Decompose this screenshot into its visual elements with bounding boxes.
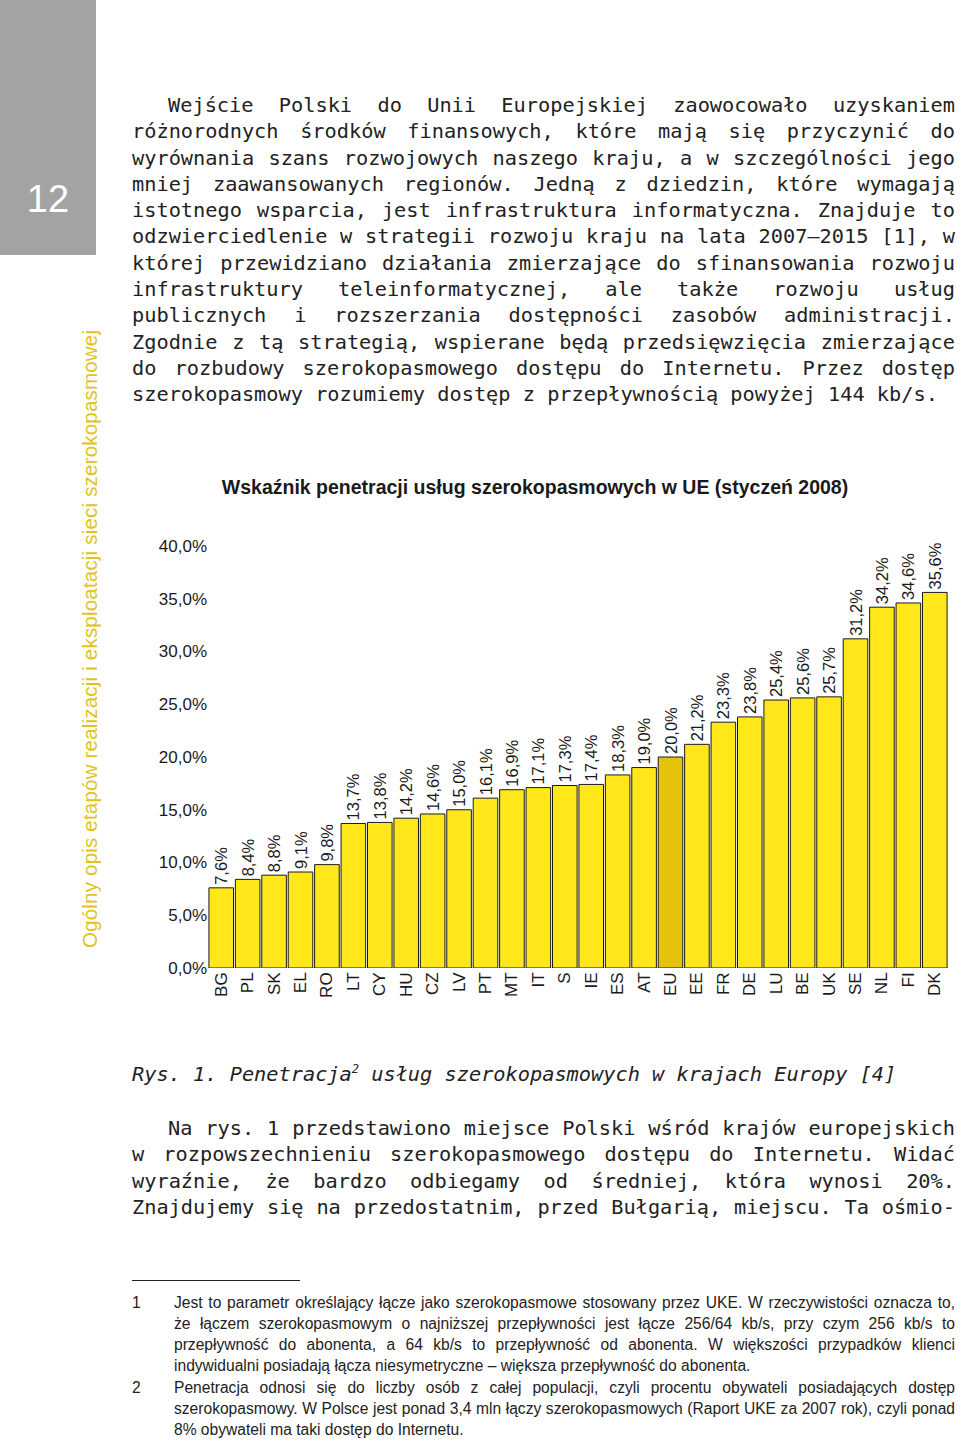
svg-text:LV: LV bbox=[450, 972, 469, 992]
html-text:Rys. 1. Penetracja2usług szero: Rys. 1. Penetracja2usług szerokopasmowyc… bbox=[132, 1062, 897, 1086]
svg-text:IT: IT bbox=[529, 972, 548, 987]
svg-text:CZ: CZ bbox=[423, 972, 442, 995]
svg-text:19,0%: 19,0% bbox=[635, 717, 653, 764]
svg-text:20,0%: 20,0% bbox=[662, 707, 680, 754]
svg-text:35,0%: 35,0% bbox=[159, 590, 207, 609]
svg-text:25,6%: 25,6% bbox=[794, 648, 812, 695]
svg-text:Wskaźnik penetracji usług szer: Wskaźnik penetracji usług szerokopasmowy… bbox=[222, 476, 848, 498]
svg-text:17,3%: 17,3% bbox=[556, 735, 574, 782]
svg-text:IE: IE bbox=[582, 972, 601, 988]
svg-text:7,6%: 7,6% bbox=[212, 847, 230, 885]
svg-text:BE: BE bbox=[793, 972, 812, 995]
html-text:Jest to parametr określający ł: Jest to parametr określający łącze jako … bbox=[174, 1294, 955, 1374]
svg-text:14,6%: 14,6% bbox=[424, 764, 442, 811]
svg-text:CY: CY bbox=[370, 972, 389, 996]
svg-text:8,8%: 8,8% bbox=[265, 834, 283, 872]
svg-text:20,0%: 20,0% bbox=[159, 748, 207, 767]
html-text:2: 2 bbox=[132, 1379, 141, 1396]
svg-text:25,0%: 25,0% bbox=[159, 695, 207, 714]
svg-text:35,6%: 35,6% bbox=[926, 542, 944, 589]
svg-text:NL: NL bbox=[872, 972, 891, 994]
svg-text:0,0%: 0,0% bbox=[168, 959, 207, 978]
svg-text:15,0%: 15,0% bbox=[159, 801, 207, 820]
svg-text:13,7%: 13,7% bbox=[344, 773, 362, 820]
svg-text:25,7%: 25,7% bbox=[820, 647, 838, 694]
svg-text:17,1%: 17,1% bbox=[529, 737, 547, 784]
html-text:12: 12 bbox=[26, 178, 70, 220]
svg-text:5,0%: 5,0% bbox=[168, 906, 207, 925]
svg-text:ES: ES bbox=[608, 972, 627, 995]
html-text:Wejście Polski do Unii Europej: Wejście Polski do Unii Europejskiej zaow… bbox=[132, 93, 955, 407]
svg-text:EE: EE bbox=[687, 972, 706, 995]
svg-text:FI: FI bbox=[899, 972, 918, 987]
html-text:1: 1 bbox=[132, 1294, 141, 1311]
svg-text:PL: PL bbox=[238, 972, 257, 993]
svg-text:23,8%: 23,8% bbox=[741, 667, 759, 714]
svg-text:HU: HU bbox=[397, 972, 416, 997]
svg-text:34,6%: 34,6% bbox=[899, 553, 917, 600]
svg-text:DK: DK bbox=[925, 972, 944, 996]
svg-text:23,3%: 23,3% bbox=[714, 672, 732, 719]
svg-text:EU: EU bbox=[661, 972, 680, 996]
svg-text:LT: LT bbox=[344, 972, 363, 991]
svg-text:16,1%: 16,1% bbox=[477, 748, 495, 795]
svg-text:MT: MT bbox=[502, 972, 521, 997]
svg-text:AT: AT bbox=[635, 972, 654, 992]
svg-text:13,8%: 13,8% bbox=[371, 772, 389, 819]
svg-text:PT: PT bbox=[476, 972, 495, 994]
svg-text:16,9%: 16,9% bbox=[503, 740, 521, 787]
svg-text:SE: SE bbox=[846, 972, 865, 995]
svg-text:10,0%: 10,0% bbox=[159, 853, 207, 872]
svg-text:DE: DE bbox=[740, 972, 759, 996]
svg-text:UK: UK bbox=[820, 972, 839, 996]
svg-text:14,2%: 14,2% bbox=[397, 768, 415, 815]
svg-text:S: S bbox=[555, 972, 574, 983]
svg-text:21,2%: 21,2% bbox=[688, 694, 706, 741]
svg-text:FR: FR bbox=[714, 972, 733, 995]
svg-text:9,8%: 9,8% bbox=[318, 824, 336, 862]
svg-text:31,2%: 31,2% bbox=[847, 589, 865, 636]
svg-text:40,0%: 40,0% bbox=[159, 537, 207, 556]
html-text:Na rys. 1 przedstawiono miejsc: Na rys. 1 przedstawiono miejsce Polski w… bbox=[132, 1116, 955, 1219]
html-text:Ogólny opis etapów realizacji: Ogólny opis etapów realizacji i eksploat… bbox=[78, 329, 101, 948]
svg-text:SK: SK bbox=[265, 972, 284, 995]
svg-text:BG: BG bbox=[212, 972, 231, 997]
svg-text:25,4%: 25,4% bbox=[767, 650, 785, 697]
svg-text:LU: LU bbox=[767, 972, 786, 994]
svg-text:17,4%: 17,4% bbox=[582, 734, 600, 781]
svg-text:34,2%: 34,2% bbox=[873, 557, 891, 604]
svg-text:30,0%: 30,0% bbox=[159, 642, 207, 661]
svg-text:15,0%: 15,0% bbox=[450, 760, 468, 807]
html-text:Penetracja odnosi się do liczb: Penetracja odnosi się do liczby osób z c… bbox=[174, 1379, 955, 1438]
svg-text:9,1%: 9,1% bbox=[292, 831, 310, 869]
svg-text:8,4%: 8,4% bbox=[239, 838, 257, 876]
svg-text:18,3%: 18,3% bbox=[609, 725, 627, 772]
svg-text:RO: RO bbox=[317, 972, 336, 998]
svg-text:EL: EL bbox=[291, 972, 310, 993]
